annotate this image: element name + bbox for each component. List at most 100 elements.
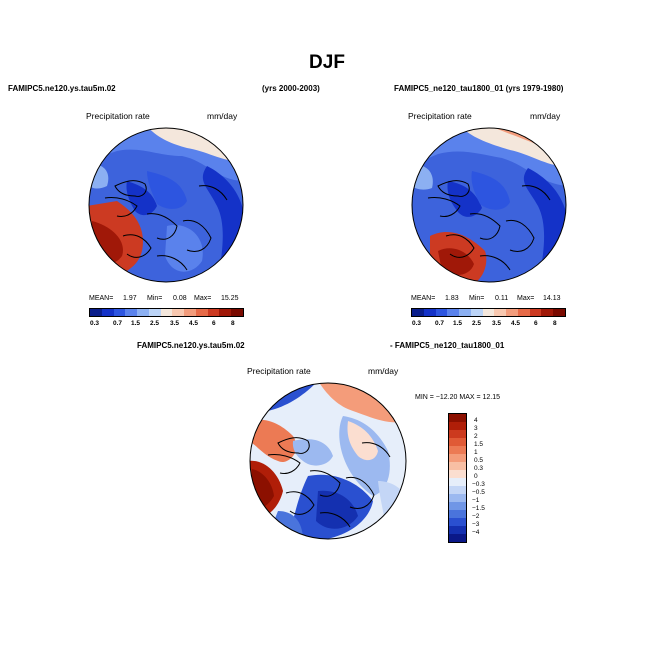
colorbar-swatch [449, 478, 466, 486]
panel3-colorbar-tick: 1.5 [474, 441, 484, 448]
colorbar-swatch [137, 309, 149, 316]
panel2-case-name: FAMIPC5_ne120_tau1800_01 (yrs 1979-1980) [394, 84, 564, 93]
panel2-colorbar-tick: 0.7 [435, 320, 445, 327]
panel3-case-name: FAMIPC5.ne120.ys.tau5m.02 [137, 341, 245, 350]
colorbar-swatch [529, 309, 542, 316]
panel3-polar-map [249, 382, 407, 540]
panel1-max-label: Max= [194, 295, 212, 302]
colorbar-swatch [541, 309, 554, 316]
colorbar-swatch [470, 309, 483, 316]
colorbar-swatch [184, 309, 196, 316]
panel1-colorbar-tick: 6 [212, 320, 216, 327]
panel1-min-label: Min= [147, 295, 163, 302]
panel1-case-name: FAMIPC5.ne120.ys.tau5m.02 [8, 84, 116, 93]
colorbar-swatch [219, 309, 232, 316]
colorbar-swatch [449, 470, 466, 478]
panel3-colorbar [448, 413, 467, 543]
panel3-variable-label: Precipitation rate [247, 366, 311, 376]
panel2-colorbar [411, 308, 566, 317]
panel3-colorbar-tick: 0.5 [474, 457, 484, 464]
panel1-min-value: 0.08 [173, 295, 187, 302]
panel3-colorbar-tick: 2 [474, 433, 478, 440]
colorbar-swatch [449, 462, 466, 470]
colorbar-swatch [449, 510, 466, 518]
panel1-mean-value: 1.97 [123, 295, 137, 302]
colorbar-swatch [447, 309, 460, 316]
colorbar-swatch [195, 309, 208, 316]
colorbar-swatch [449, 502, 466, 510]
figure-title: DJF [309, 52, 345, 73]
colorbar-swatch [412, 309, 424, 316]
colorbar-swatch [517, 309, 530, 316]
colorbar-swatch [207, 309, 220, 316]
panel2-colorbar-tick: 1.5 [453, 320, 463, 327]
panel2-colorbar-tick: 8 [553, 320, 557, 327]
panel3-case-name-subtracted: - FAMIPC5_ne120_tau1800_01 [390, 341, 505, 350]
colorbar-swatch [125, 309, 138, 316]
colorbar-swatch [449, 446, 466, 454]
panel2-variable-label: Precipitation rate [408, 111, 472, 121]
colorbar-swatch [113, 309, 126, 316]
panel3-colorbar-tick: −4 [472, 529, 480, 536]
panel2-units-label: mm/day [530, 111, 561, 121]
colorbar-swatch [101, 309, 114, 316]
colorbar-swatch [459, 309, 471, 316]
panel1-units-label: mm/day [207, 111, 238, 121]
panel1-colorbar-tick: 3.5 [170, 320, 180, 327]
panel3-units-label: mm/day [368, 366, 399, 376]
panel1-colorbar-tick: 0.3 [90, 320, 100, 327]
colorbar-swatch [423, 309, 436, 316]
colorbar-swatch [482, 309, 495, 316]
panel2-colorbar-tick: 4.5 [511, 320, 521, 327]
panel2-min-value: 0.11 [495, 295, 509, 302]
panel2-colorbar-tick: 2.5 [472, 320, 482, 327]
panel3-colorbar-tick: −0.3 [472, 481, 485, 488]
colorbar-swatch [449, 486, 466, 494]
panel2-min-label: Min= [469, 295, 485, 302]
colorbar-swatch [148, 309, 161, 316]
panel2-colorbar-tick: 0.3 [412, 320, 422, 327]
colorbar-swatch [449, 430, 466, 438]
panel3-colorbar-tick: −1.5 [472, 505, 485, 512]
panel1-colorbar-tick: 2.5 [150, 320, 160, 327]
colorbar-swatch [449, 422, 466, 430]
colorbar-swatch [449, 526, 466, 534]
panel1-colorbar-tick: 4.5 [189, 320, 199, 327]
panel2-colorbar-tick: 6 [534, 320, 538, 327]
panel1-years: (yrs 2000-2003) [262, 84, 320, 93]
colorbar-swatch [160, 309, 173, 316]
colorbar-swatch [553, 309, 565, 316]
panel2-mean-value: 1.83 [445, 295, 459, 302]
panel1-colorbar-tick: 0.7 [113, 320, 123, 327]
colorbar-swatch [449, 494, 466, 502]
panel1-colorbar-tick: 1.5 [131, 320, 141, 327]
colorbar-swatch [449, 518, 466, 526]
panel3-colorbar-tick: 1 [474, 449, 478, 456]
colorbar-swatch [172, 309, 185, 316]
colorbar-swatch [449, 454, 466, 462]
colorbar-swatch [449, 438, 466, 446]
colorbar-swatch [449, 414, 466, 422]
panel1-max-value: 15.25 [221, 295, 239, 302]
colorbar-swatch [90, 309, 102, 316]
panel1-variable-label: Precipitation rate [86, 111, 150, 121]
panel2-max-value: 14.13 [543, 295, 561, 302]
panel1-colorbar [89, 308, 244, 317]
panel3-colorbar-tick: 4 [474, 417, 478, 424]
panel3-colorbar-tick: 0 [474, 473, 478, 480]
panel3-colorbar-tick: 3 [474, 425, 478, 432]
panel1-colorbar-tick: 8 [231, 320, 235, 327]
colorbar-swatch [494, 309, 507, 316]
panel3-colorbar-tick: −2 [472, 513, 480, 520]
panel3-colorbar-tick: −3 [472, 521, 480, 528]
panel3-min-max: MIN = −12.20 MAX = 12.15 [415, 394, 501, 401]
panel2-polar-map [411, 127, 567, 283]
panel2-colorbar-tick: 3.5 [492, 320, 502, 327]
colorbar-swatch [435, 309, 448, 316]
colorbar-swatch [231, 309, 243, 316]
panel3-colorbar-tick: 0.3 [474, 465, 484, 472]
panel2-max-label: Max= [517, 295, 535, 302]
panel1-mean-label: MEAN= [89, 295, 114, 302]
panel1-polar-map [88, 127, 244, 283]
colorbar-swatch [449, 534, 466, 542]
